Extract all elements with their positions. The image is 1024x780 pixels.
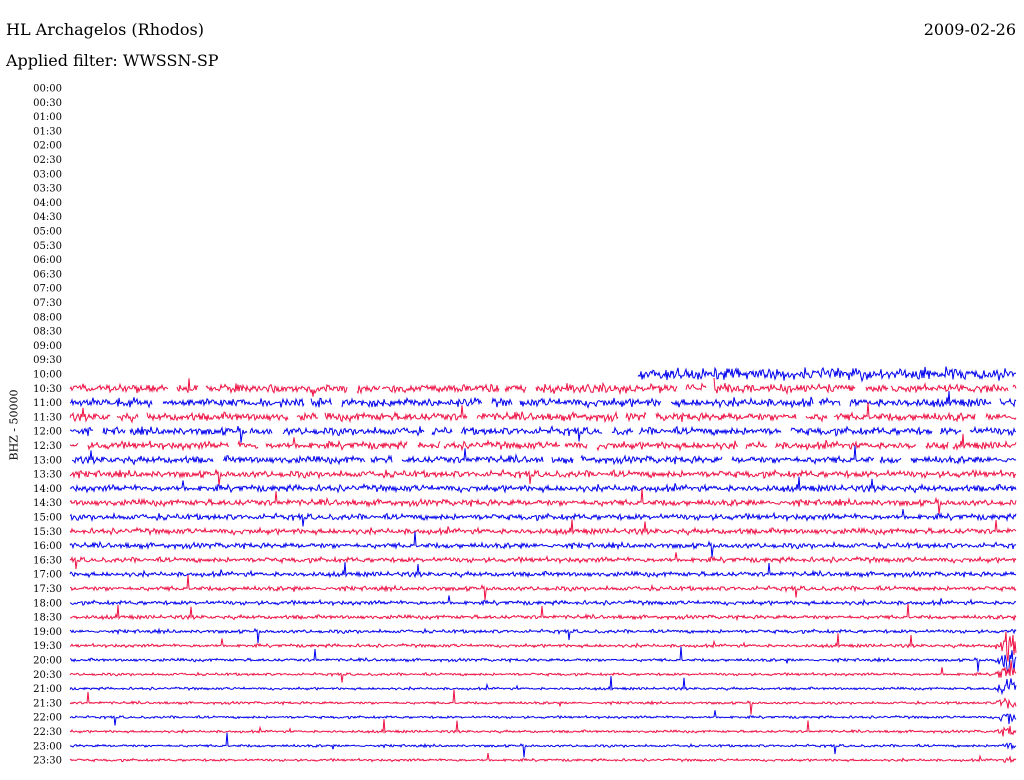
row-time-label: 21:00 — [33, 684, 62, 695]
row-time-label: 00:00 — [33, 84, 62, 95]
seismic-trace-1630 — [69, 552, 1017, 570]
seismic-trace-1130 — [69, 402, 1017, 424]
row-time-label: 20:00 — [33, 656, 62, 667]
seismic-trace-1230 — [69, 433, 1017, 452]
row-time-label: 02:30 — [33, 155, 62, 166]
row-time-label: 03:00 — [33, 169, 62, 180]
row-time-label: 14:00 — [33, 484, 62, 495]
seismic-trace-1600 — [69, 531, 1017, 558]
seismic-trace-2030 — [69, 660, 1017, 683]
seismic-trace-2130 — [69, 689, 1017, 715]
row-time-label: 04:30 — [33, 212, 62, 223]
row-time-label: 12:00 — [33, 427, 62, 438]
seismic-trace-1700 — [69, 562, 1017, 579]
seismic-trace-2200 — [69, 710, 1017, 726]
seismic-trace-2230 — [69, 719, 1017, 737]
row-time-label: 14:30 — [33, 498, 62, 509]
row-time-label: 16:00 — [33, 541, 62, 552]
row-time-label: 01:30 — [33, 126, 62, 137]
filter-label: Applied filter: WWSSN-SP — [6, 51, 219, 70]
station-title: HL Archagelos (Rhodos) — [6, 20, 204, 39]
row-time-label: 06:30 — [33, 269, 62, 280]
row-time-label: 15:30 — [33, 527, 62, 538]
seismic-trace-1930 — [69, 631, 1017, 662]
row-time-label: 08:30 — [33, 327, 62, 338]
row-time-label: 16:30 — [33, 555, 62, 566]
seismic-trace-1100 — [69, 391, 1017, 410]
seismic-trace-1500 — [69, 509, 1017, 527]
row-time-label: 19:00 — [33, 627, 62, 638]
row-time-label: 18:00 — [33, 598, 62, 609]
row-time-label: 09:30 — [33, 355, 62, 366]
seismic-trace-1530 — [69, 519, 1017, 537]
row-time-label: 09:00 — [33, 341, 62, 352]
row-time-label: 15:00 — [33, 513, 62, 524]
row-time-label: 01:00 — [33, 112, 62, 123]
row-time-label: 11:30 — [33, 412, 62, 423]
seismic-trace-2000 — [69, 646, 1017, 674]
row-time-label: 03:30 — [33, 184, 62, 195]
seismic-trace-1030 — [69, 378, 1017, 397]
seismic-trace-1400 — [69, 476, 1017, 494]
row-time-label: 20:30 — [33, 670, 62, 681]
seismic-trace-1200 — [70, 424, 1017, 443]
seismic-trace-2300 — [69, 732, 1017, 758]
seismic-trace-2100 — [69, 676, 1017, 696]
seismic-trace-2330 — [69, 753, 1017, 764]
row-time-label: 02:00 — [33, 141, 62, 152]
row-time-label: 07:00 — [33, 284, 62, 295]
row-time-label: 22:30 — [33, 727, 62, 738]
row-time-label: 13:30 — [33, 470, 62, 481]
seismic-trace-1730 — [70, 574, 1017, 601]
seismic-trace-1900 — [69, 627, 1017, 644]
row-time-label: 08:00 — [33, 312, 62, 323]
date-label: 2009-02-26 — [923, 20, 1016, 39]
seismic-trace-1300 — [71, 445, 1017, 466]
row-time-label: 07:30 — [33, 298, 62, 309]
row-time-label: 12:30 — [33, 441, 62, 452]
row-time-label: 05:00 — [33, 227, 62, 238]
row-time-label: 10:30 — [33, 384, 62, 395]
row-time-label: 13:00 — [33, 455, 62, 466]
row-time-label: 23:00 — [33, 741, 62, 752]
row-time-label: 17:30 — [33, 584, 62, 595]
row-time-label: 22:00 — [33, 713, 62, 724]
row-time-label: 10:00 — [33, 370, 62, 381]
row-time-label: 23:30 — [33, 756, 62, 767]
row-time-label: 18:30 — [33, 613, 62, 624]
row-time-label: 00:30 — [33, 98, 62, 109]
seismic-trace-1000 — [637, 366, 1017, 383]
seismic-trace-1800 — [69, 595, 1017, 607]
seismic-trace-1330 — [69, 468, 1017, 486]
row-time-label: 11:00 — [33, 398, 62, 409]
row-time-label: 06:00 — [33, 255, 62, 266]
row-time-label: 04:00 — [33, 198, 62, 209]
row-time-label: 21:30 — [33, 698, 62, 709]
row-time-label: 19:30 — [33, 641, 62, 652]
seismic-trace-1430 — [69, 488, 1017, 515]
seismic-trace-1830 — [70, 603, 1017, 622]
row-time-label: 05:30 — [33, 241, 62, 252]
row-time-label: 17:00 — [33, 570, 62, 581]
